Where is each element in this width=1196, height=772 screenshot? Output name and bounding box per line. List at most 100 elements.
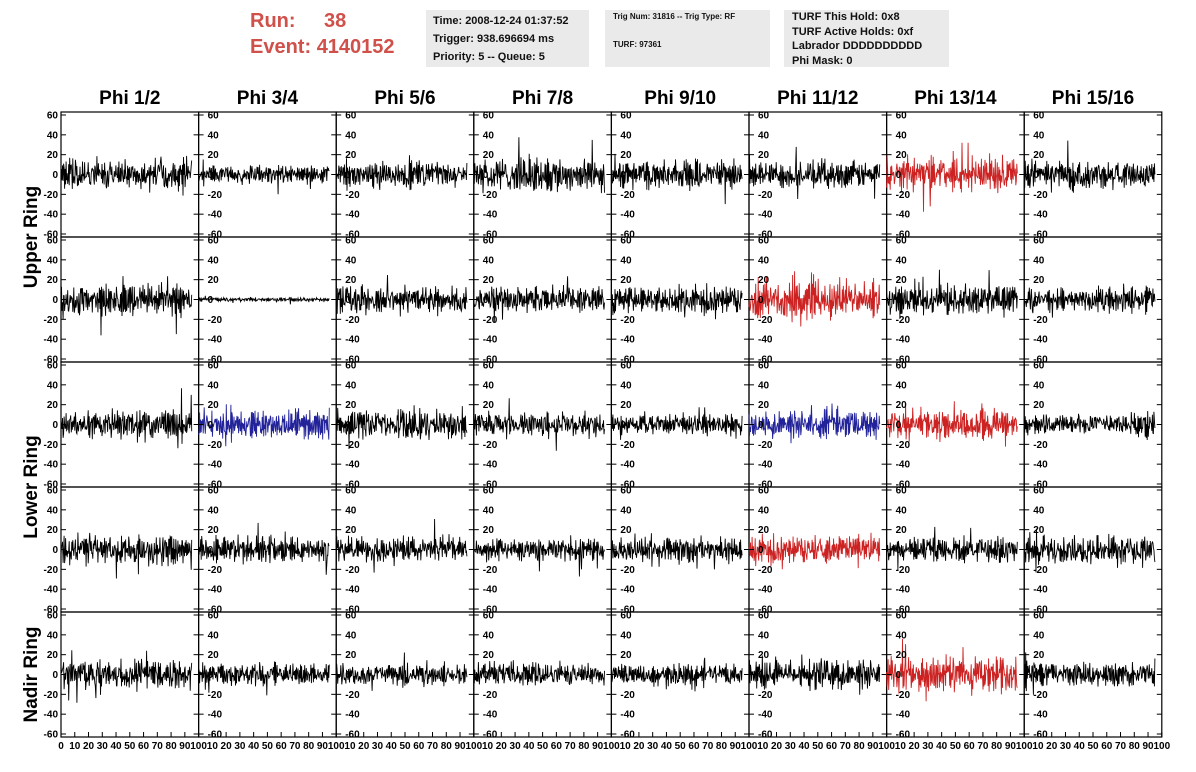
y-tick-label: 40	[47, 255, 59, 266]
x-tick-label: 20	[221, 741, 233, 752]
y-tick-label: 60	[1033, 361, 1045, 372]
y-tick-label: -40	[483, 210, 498, 221]
y-tick-label: -40	[1033, 210, 1048, 221]
x-tick-label: 30	[785, 741, 797, 752]
y-tick-label: -60	[758, 480, 773, 491]
y-tick-label: -20	[208, 565, 223, 576]
y-tick-label: 40	[208, 130, 220, 141]
y-tick-label: 0	[758, 420, 764, 431]
x-tick-label: 40	[110, 741, 122, 752]
x-tick-label: 50	[812, 741, 824, 752]
y-tick-label: -60	[758, 730, 773, 741]
y-tick-label: -20	[1033, 690, 1048, 701]
y-tick-label: -40	[208, 210, 223, 221]
y-tick-label: 40	[896, 255, 908, 266]
y-tick-label: 20	[758, 525, 770, 536]
y-tick-label: 60	[896, 236, 908, 247]
y-tick-label: 60	[620, 361, 632, 372]
y-tick-label: -20	[208, 315, 223, 326]
y-tick-label: 40	[620, 130, 632, 141]
y-tick-label: 40	[758, 380, 770, 391]
y-tick-label: -40	[483, 335, 498, 346]
y-tick-label: 20	[1033, 275, 1045, 286]
y-tick-label: -20	[896, 690, 911, 701]
y-tick-label: 60	[483, 236, 495, 247]
y-tick-label: 0	[1033, 170, 1039, 181]
y-tick-label: 40	[1033, 255, 1045, 266]
x-tick-label: 60	[826, 741, 838, 752]
y-tick-label: 0	[896, 545, 902, 556]
y-tick-label: 60	[345, 361, 357, 372]
y-tick-label: 20	[345, 275, 357, 286]
x-tick-label: 100	[190, 741, 207, 752]
y-tick-label: -60	[896, 730, 911, 741]
waveform-trace	[886, 142, 1018, 212]
y-tick-label: -60	[1033, 730, 1048, 741]
y-tick-label: 0	[52, 420, 58, 431]
x-tick-label: 100	[878, 741, 895, 752]
y-tick-label: 40	[208, 255, 220, 266]
x-tick-label: 10	[69, 741, 81, 752]
x-tick-label: 90	[317, 741, 329, 752]
y-tick-label: 0	[345, 545, 351, 556]
y-tick-label: 60	[1033, 236, 1045, 247]
y-tick-label: 0	[620, 170, 626, 181]
y-tick-label: 20	[758, 650, 770, 661]
y-tick-label: 60	[758, 236, 770, 247]
x-tick-label: 100	[328, 741, 345, 752]
x-tick-label: 60	[551, 741, 563, 752]
y-tick-label: 20	[1033, 650, 1045, 661]
y-tick-label: 40	[758, 505, 770, 516]
y-tick-label: -20	[345, 690, 360, 701]
y-tick-label: 0	[208, 170, 214, 181]
labrador-line: Labrador DDDDDDDDDD	[792, 40, 923, 52]
y-tick-label: -60	[44, 605, 59, 616]
y-tick-label: -40	[483, 585, 498, 596]
y-tick-label: -60	[1033, 230, 1048, 241]
column-header: Phi 1/2	[99, 88, 160, 109]
waveform-trace	[198, 159, 330, 195]
waveform-trace	[335, 274, 468, 317]
waveform-trace	[473, 535, 605, 577]
waveform-trace	[886, 401, 1018, 447]
y-tick-label: 0	[896, 295, 902, 306]
y-tick-label: 20	[47, 400, 59, 411]
x-tick-label: 20	[1046, 741, 1058, 752]
y-tick-label: 0	[483, 670, 489, 681]
run-value: 38	[324, 10, 347, 32]
waveform-trace	[748, 532, 881, 570]
y-tick-label: 20	[896, 275, 908, 286]
x-tick-label: 30	[1060, 741, 1072, 752]
trig-num-line: Trig Num: 31816 -- Trig Type: RF	[613, 12, 736, 21]
y-tick-label: -40	[208, 335, 223, 346]
x-tick-label: 10	[757, 741, 769, 752]
x-tick-label: 30	[922, 741, 934, 752]
y-tick-label: 20	[483, 650, 495, 661]
x-tick-label: 40	[1074, 741, 1086, 752]
y-tick-label: 0	[52, 295, 58, 306]
trigger-info-box: Trig Num: 31816 -- Trig Type: RF TURF: 9…	[605, 10, 770, 67]
column-header: Phi 15/16	[1052, 88, 1134, 109]
x-tick-label: 60	[964, 741, 976, 752]
y-tick-label: 20	[47, 650, 59, 661]
waveform-trace	[473, 398, 605, 451]
y-tick-label: 40	[483, 130, 495, 141]
x-tick-label: 70	[1115, 741, 1127, 752]
x-tick-label: 30	[372, 741, 384, 752]
x-tick-label: 90	[592, 741, 604, 752]
y-tick-label: -40	[896, 585, 911, 596]
y-tick-label: 20	[758, 400, 770, 411]
ring-label: Upper Ring	[21, 186, 42, 288]
y-tick-label: 40	[758, 130, 770, 141]
y-tick-label: 20	[483, 400, 495, 411]
y-tick-label: 20	[345, 150, 357, 161]
waveform-trace	[473, 660, 605, 686]
y-tick-label: -40	[758, 710, 773, 721]
x-tick-label: 90	[867, 741, 879, 752]
y-tick-label: 60	[483, 486, 495, 497]
x-tick-label: 90	[1005, 741, 1017, 752]
y-tick-label: -20	[620, 190, 635, 201]
x-tick-label: 100	[603, 741, 620, 752]
y-tick-label: -20	[758, 690, 773, 701]
x-tick-label: 30	[97, 741, 109, 752]
